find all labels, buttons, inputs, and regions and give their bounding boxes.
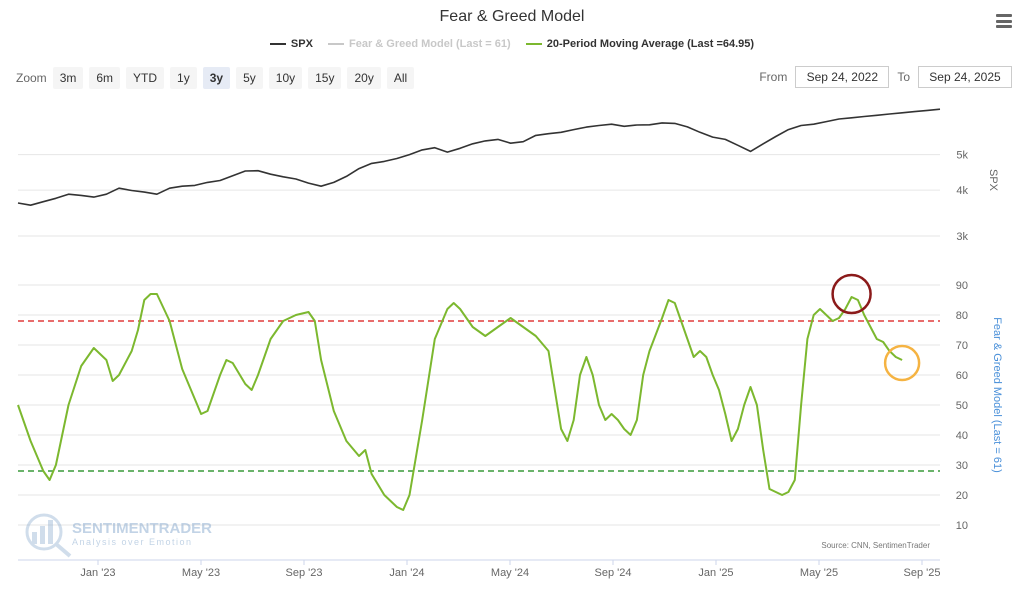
- watermark: SENTIMENTRADER Analysis over Emotion: [25, 513, 212, 558]
- zoom-6m-button[interactable]: 6m: [89, 67, 121, 89]
- spx-tick-label: 5k: [956, 150, 968, 162]
- legend-swatch-fear-greed: [327, 43, 344, 45]
- chart-title: Fear & Greed Model: [439, 8, 585, 25]
- date-range: From To: [751, 66, 1012, 88]
- legend-label-spx: SPX: [290, 38, 313, 50]
- watermark-name: SENTIMENTRADER: [72, 520, 212, 537]
- x-tick-label: Sep '23: [286, 567, 323, 579]
- spx-tick-label: 3k: [956, 231, 968, 243]
- series-group: [17, 108, 941, 511]
- x-tick-label: Jan '25: [698, 567, 733, 579]
- zoom-label: Zoom: [16, 71, 47, 85]
- to-date-input[interactable]: [918, 66, 1012, 88]
- fg-tick-label: 80: [956, 310, 968, 322]
- spx-tick-label: 4k: [956, 185, 968, 197]
- fg-axis-title: Fear & Greed Model (Last = 61): [991, 317, 1003, 473]
- zoom-3y-button[interactable]: 3y: [202, 67, 231, 89]
- zoom-controls: Zoom 3m 6m YTD 1y 3y 5y 10y 15y 20y All: [16, 67, 420, 89]
- threshold-lines: [18, 320, 940, 472]
- fg-tick-label: 70: [956, 340, 968, 352]
- zoom-ytd-button[interactable]: YTD: [126, 67, 165, 89]
- legend-item-fear-greed[interactable]: Fear & Greed Model (Last = 61): [327, 38, 511, 50]
- spx-axis-title: SPX: [987, 169, 999, 192]
- legend: SPX Fear & Greed Model (Last = 61) 20-Pe…: [0, 36, 1024, 50]
- zoom-5y-button[interactable]: 5y: [236, 67, 263, 89]
- spx-series-line: [17, 108, 941, 206]
- x-tick-label: Sep '25: [904, 567, 941, 579]
- x-tick-label: Sep '24: [595, 567, 632, 579]
- watermark-logo-icon: [25, 513, 72, 558]
- zoom-10y-button[interactable]: 10y: [268, 67, 303, 89]
- to-label: To: [897, 70, 910, 84]
- legend-label-fear-greed: Fear & Greed Model (Last = 61): [348, 38, 511, 50]
- hamburger-menu-icon[interactable]: [996, 14, 1012, 28]
- source-note: Source: CNN, SentimenTrader: [821, 541, 930, 550]
- axes: 3k 4k 5k SPX 10 20 30 40 50 60 70 80 90 Fear & Greed …: [18, 150, 1003, 579]
- zoom-15y-button[interactable]: 15y: [308, 67, 342, 89]
- from-date-input[interactable]: [795, 66, 890, 88]
- fg-tick-label: 60: [956, 370, 968, 382]
- fg-tick-label: 20: [956, 490, 968, 502]
- fg-tick-label: 40: [956, 430, 968, 442]
- zoom-20y-button[interactable]: 20y: [347, 67, 381, 89]
- zoom-3m-button[interactable]: 3m: [52, 67, 84, 89]
- watermark-tagline: Analysis over Emotion: [72, 537, 193, 547]
- x-tick-label: May '25: [800, 567, 838, 579]
- grid: [18, 154, 940, 526]
- legend-swatch-moving-average: [525, 43, 542, 45]
- x-tick-label: Jan '23: [80, 567, 115, 579]
- moving-average-series-line: [17, 293, 903, 511]
- last-value-highlight-circle: [883, 344, 921, 382]
- legend-label-moving-average: 20-Period Moving Average (Last =64.95): [546, 38, 755, 50]
- x-tick-label: May '24: [491, 567, 529, 579]
- fg-tick-label: 30: [956, 460, 968, 472]
- x-tick-label: Jan '24: [389, 567, 424, 579]
- legend-item-spx[interactable]: SPX: [269, 38, 313, 50]
- fg-tick-label: 90: [956, 280, 968, 292]
- fg-tick-label: 50: [956, 400, 968, 412]
- fg-tick-label: 10: [956, 520, 968, 532]
- zoom-all-button[interactable]: All: [386, 67, 415, 89]
- legend-swatch-spx: [269, 43, 286, 45]
- x-tick-label: May '23: [182, 567, 220, 579]
- peak-highlight-circle: [831, 273, 872, 315]
- legend-item-moving-average[interactable]: 20-Period Moving Average (Last =64.95): [525, 38, 755, 50]
- zoom-1y-button[interactable]: 1y: [170, 67, 197, 89]
- highlight-markers: [831, 273, 921, 382]
- from-label: From: [759, 70, 788, 84]
